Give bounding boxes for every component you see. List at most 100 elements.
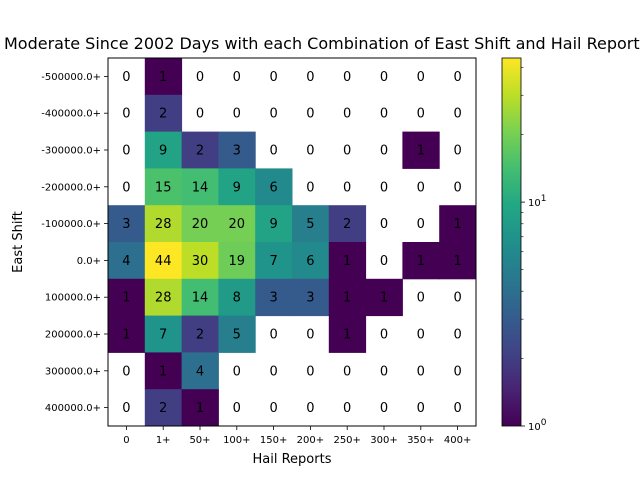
heatmap-cell <box>108 205 146 243</box>
cell-value-label: 7 <box>159 328 167 343</box>
cell-value-label: 0 <box>233 70 241 85</box>
heatmap-cell <box>292 278 330 317</box>
heatmap-cell <box>328 315 367 353</box>
cell-value-label: 4 <box>196 364 204 379</box>
cell-value-label: 1 <box>196 401 204 416</box>
cell-value-label: 0 <box>453 401 461 416</box>
cell-value-label: 5 <box>306 217 314 232</box>
heatmap-cell <box>292 205 330 243</box>
cell-value-label: 2 <box>159 401 167 416</box>
cell-value-label: 0 <box>306 107 314 122</box>
cell-value-label: 0 <box>122 70 130 85</box>
cell-value-label: 14 <box>192 180 209 195</box>
cell-value-label: 0 <box>380 217 388 232</box>
y-tick-label: -500000.0+ <box>41 72 101 83</box>
heatmap-cell <box>144 131 183 169</box>
cell-value-label: 0 <box>306 70 314 85</box>
plot-frame <box>107 57 477 427</box>
cell-value-label: 0 <box>269 70 277 85</box>
cell-value-label: 2 <box>196 144 204 159</box>
heatmap-cell <box>402 242 440 280</box>
cell-value-label: 0 <box>269 401 277 416</box>
heatmap-cell <box>144 205 183 243</box>
heatmap-cell <box>108 315 146 353</box>
cell-value-label: 1 <box>343 291 351 306</box>
cell-value-label: 0 <box>122 180 130 195</box>
cell-value-label: 1 <box>159 364 167 379</box>
cell-value-label: 0 <box>417 107 425 122</box>
cell-value-label: 28 <box>155 291 172 306</box>
cell-value-label: 0 <box>453 291 461 306</box>
x-axis: 0 1+ 50+ 100+ 150+ 200+ 250+ 300+ 350+ 400+ <box>123 426 471 446</box>
heatmap-cell <box>328 205 367 243</box>
cell-value-label: 0 <box>306 180 314 195</box>
cell-value-label: 3 <box>269 291 277 306</box>
y-tick-label: 300000.0+ <box>45 366 101 377</box>
heatmap-cell <box>144 242 183 280</box>
cell-value-label: 0 <box>233 364 241 379</box>
x-tick-label: 250+ <box>333 435 360 446</box>
cell-value-label: 0 <box>196 70 204 85</box>
cell-value-label: 0 <box>380 254 388 269</box>
y-axis: -500000.0+ -400000.0+ -300000.0+ -200000.0+… <box>41 72 108 414</box>
cell-value-label: 0 <box>306 328 314 343</box>
y-tick-label: -300000.0+ <box>41 146 101 157</box>
colorbar-tick-label: 100 <box>528 418 547 433</box>
x-tick-label: 400+ <box>444 435 471 446</box>
cell-value-label: 0 <box>453 180 461 195</box>
cell-value-label: 1 <box>159 70 167 85</box>
cell-value-label: 20 <box>229 217 246 232</box>
heatmap-cell <box>144 94 183 133</box>
cell-value-label: 0 <box>453 70 461 85</box>
cell-value-label: 15 <box>155 180 172 195</box>
y-axis-label: East Shift <box>11 211 26 273</box>
cell-value-label: 0 <box>343 144 351 159</box>
heatmap-cell <box>218 315 256 353</box>
heatmap-cell <box>181 205 219 243</box>
cell-value-label: 0 <box>417 401 425 416</box>
x-tick-label: 0 <box>123 435 129 446</box>
heatmap-cell <box>108 242 146 280</box>
cell-value-label: 2 <box>196 328 204 343</box>
cell-value-label: 0 <box>343 364 351 379</box>
cell-value-label: 1 <box>453 254 461 269</box>
cell-value-label: 3 <box>306 291 314 306</box>
y-tick-label: -200000.0+ <box>41 182 101 193</box>
heatmap-cell <box>144 278 183 317</box>
colorbar-tick-label: 101 <box>528 194 546 209</box>
cell-value-label: 0 <box>417 217 425 232</box>
cell-value-label: 8 <box>233 291 241 306</box>
cell-value-label: 28 <box>155 217 172 232</box>
heatmap-cell <box>181 352 219 390</box>
cell-value-label: 0 <box>122 144 130 159</box>
x-axis-label: Hail Reports <box>253 452 332 467</box>
chart-title: Moderate Since 2002 Days with each Combi… <box>4 34 640 53</box>
heatmap-cell <box>439 205 477 243</box>
cell-value-label: 0 <box>122 107 130 122</box>
heatmap-cell <box>255 242 293 280</box>
cell-value-label: 6 <box>269 180 277 195</box>
cell-value-label: 0 <box>233 107 241 122</box>
heatmap-cell <box>181 315 219 353</box>
heatmap-cell <box>108 278 146 317</box>
heatmap-cell <box>255 205 293 243</box>
cell-value-label: 7 <box>269 254 277 269</box>
heatmap-cell <box>181 242 219 280</box>
cell-value-label: 3 <box>122 217 130 232</box>
heatmap-cells: 0 1 0 0 0 0 0 0 0 00 2 0 0 0 0 0 0 0 00 9 2 3 0 0 0 0 1 00 15 14 9 6 0 0 0… <box>108 58 477 427</box>
cell-value-label: 0 <box>196 107 204 122</box>
cell-value-label: 0 <box>417 180 425 195</box>
heatmap-cell <box>255 278 293 317</box>
cell-value-label: 0 <box>453 144 461 159</box>
heatmap-cell <box>144 168 183 206</box>
heatmap-cell <box>328 242 367 280</box>
cell-value-label: 0 <box>380 364 388 379</box>
cell-value-label: 0 <box>269 107 277 122</box>
y-tick-label: 200000.0+ <box>45 330 101 341</box>
heatmap-cell <box>292 242 330 280</box>
cell-value-label: 0 <box>380 70 388 85</box>
cell-value-label: 0 <box>417 70 425 85</box>
cell-value-label: 0 <box>233 401 241 416</box>
heatmap-cell <box>218 131 256 169</box>
